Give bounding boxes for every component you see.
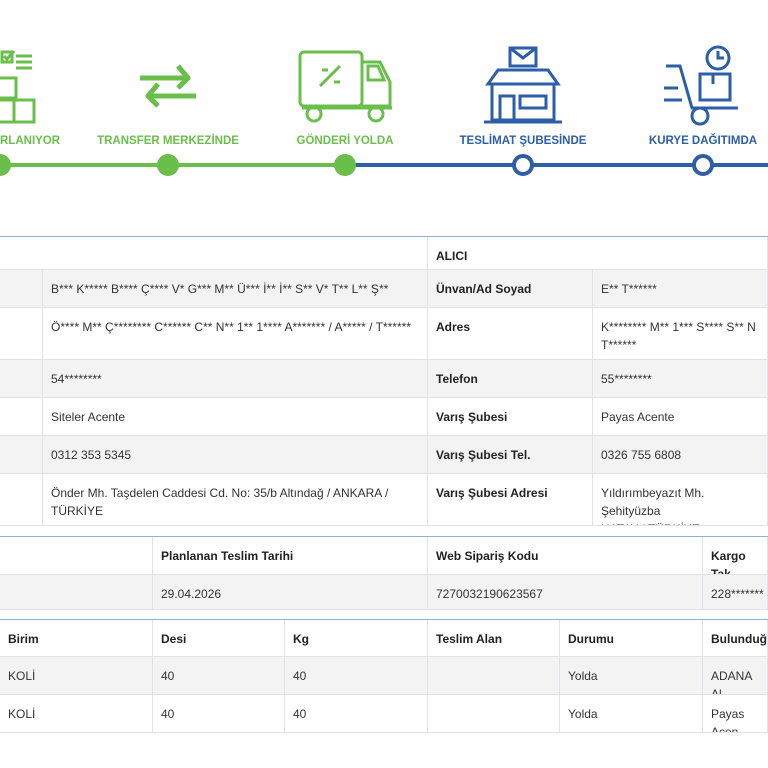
table-header-cell: Telefon xyxy=(428,360,593,398)
table-cell: Yıldırımbeyazıt Mh. Şehityüzba HATAY / T… xyxy=(593,474,768,526)
table-cell: 0326 755 6808 xyxy=(593,436,768,474)
table-header-cell: Web Sipariş Kodu xyxy=(428,537,703,575)
table-cell: E** T****** xyxy=(593,270,768,308)
table-cell: Yolda xyxy=(560,657,703,695)
table-header-cell: Desi xyxy=(153,620,285,657)
table-cell: Siteler Acente xyxy=(43,398,428,436)
table-header-cell: Bulunduğ xyxy=(703,620,768,657)
step-label: TRANSFER MERKEZİNDE xyxy=(97,134,239,147)
table-cell: 29.04.2026 xyxy=(153,575,428,610)
table-cell xyxy=(0,575,153,610)
table-header-cell: Ünvan/Ad Soyad xyxy=(428,270,593,308)
step-label: RLANIYOR xyxy=(0,135,61,147)
step-label: TESLİMAT ŞUBESİNDE xyxy=(460,134,587,147)
table-cell xyxy=(0,436,43,474)
table-cell: 40 xyxy=(285,695,428,733)
table-cell: 40 xyxy=(153,695,285,733)
table-cell: B*** K***** B**** Ç**** V* G*** M** Ü***… xyxy=(43,270,428,308)
table-header-cell: Varış Şubesi Adresi xyxy=(428,474,593,526)
table-cell xyxy=(0,360,43,398)
table-cell: 40 xyxy=(285,657,428,695)
table-header-cell: Adres xyxy=(428,308,593,360)
icon-truck xyxy=(298,50,392,123)
table-cell: Yolda xyxy=(560,695,703,733)
icon-branch xyxy=(484,46,562,124)
table-cell: K******** M** 1*** S**** S** N T****** xyxy=(593,308,768,360)
step-dot xyxy=(157,154,179,176)
table-cell: Ö**** M** Ç******** C****** C** N** 1** … xyxy=(43,308,428,360)
table-header-cell xyxy=(0,537,153,575)
table-cell: KOLİ xyxy=(0,657,153,695)
table-border xyxy=(0,536,768,537)
table-header-cell xyxy=(0,237,428,270)
table-header-cell: ALICI xyxy=(428,237,768,270)
table-cell xyxy=(0,308,43,360)
icon-prepare xyxy=(0,50,36,124)
step-label: GÖNDERİ YOLDA xyxy=(297,134,394,147)
step-dot xyxy=(692,154,714,176)
step-dot xyxy=(512,154,534,176)
progress-tracker: RLANIYOR TRANSFER MERKEZİNDE GÖNDERİ YOLDA… xyxy=(0,45,768,176)
table-cell: 0312 353 5345 xyxy=(43,436,428,474)
table-header-cell: Kg xyxy=(285,620,428,657)
table-cell: 40 xyxy=(153,657,285,695)
table-cell xyxy=(0,474,43,526)
table-cell: Payas Acen xyxy=(703,695,768,733)
table-cell xyxy=(428,657,560,695)
icon-courier xyxy=(664,45,738,126)
table-cell: 7270032190623567 xyxy=(428,575,703,610)
table-border xyxy=(0,619,768,620)
table-header-cell: Varış Şubesi xyxy=(428,398,593,436)
table-header-cell: Kargo Tak xyxy=(703,537,768,575)
table-header-cell: Teslim Alan xyxy=(428,620,560,657)
table-border xyxy=(0,236,768,237)
table-cell: 228******* xyxy=(703,575,768,610)
step-dot xyxy=(334,154,356,176)
table-cell: Önder Mh. Taşdelen Caddesi Cd. No: 35/b … xyxy=(43,474,428,526)
step-dot xyxy=(0,154,11,176)
table-header-cell: Birim xyxy=(0,620,153,657)
table-cell: ADANA Al xyxy=(703,657,768,695)
table-header-cell: Durumu xyxy=(560,620,703,657)
icon-transfer xyxy=(140,64,196,108)
table-cell xyxy=(0,270,43,308)
table-cell xyxy=(0,398,43,436)
table-cell: Payas Acente xyxy=(593,398,768,436)
table-cell: 54******** xyxy=(43,360,428,398)
table-header-cell: Planlanan Teslim Tarihi xyxy=(153,537,428,575)
step-label: KURYE DAĞITIMDA xyxy=(649,134,757,147)
table-cell: KOLİ xyxy=(0,695,153,733)
table-cell xyxy=(428,695,560,733)
table-header-cell: Varış Şubesi Tel. xyxy=(428,436,593,474)
table-cell: 55******** xyxy=(593,360,768,398)
